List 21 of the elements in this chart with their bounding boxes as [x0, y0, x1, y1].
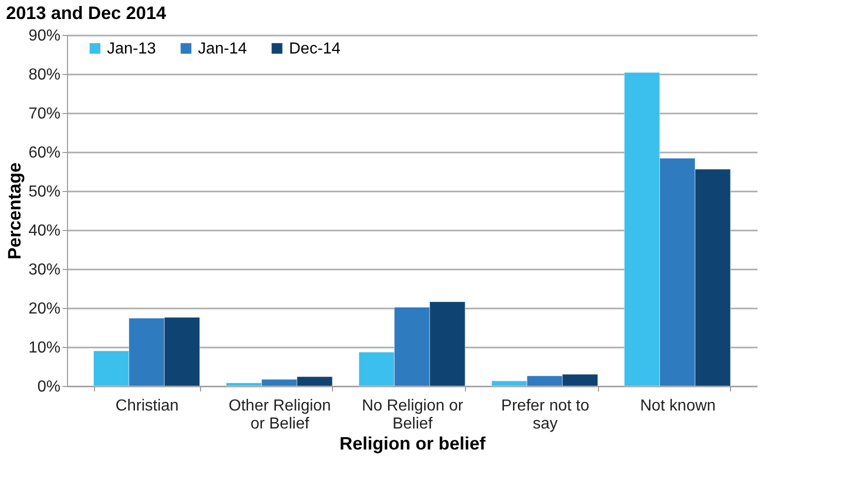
- y-tick-label: 70%: [28, 106, 60, 122]
- y-tick-label: 60%: [28, 144, 60, 162]
- y-tick-label: 80%: [28, 66, 60, 84]
- y-tick-label: 0%: [37, 378, 60, 396]
- legend-label: Dec-14: [289, 40, 341, 58]
- y-tick-label: 10%: [28, 340, 60, 356]
- y-axis-title: Percentage: [4, 162, 24, 260]
- x-tick-label: No Religion or Belief: [362, 398, 464, 432]
- legend-label: Jan-13: [107, 40, 156, 58]
- x-tick-label: Not known: [640, 398, 716, 414]
- x-tick-label: Other Religion or Belief: [228, 398, 331, 432]
- x-axis-title: Religion or belief: [339, 434, 487, 454]
- y-tick-label: 50%: [28, 184, 60, 200]
- y-tick-label: 40%: [28, 222, 60, 240]
- x-tick-label: Prefer not to say: [501, 398, 590, 432]
- chart-title: 2013 and Dec 2014: [6, 3, 166, 23]
- y-tick-label: 90%: [28, 28, 60, 44]
- y-tick-label: 30%: [28, 262, 60, 278]
- y-tick-label: 20%: [28, 300, 60, 318]
- x-tick-label: Christian: [116, 398, 179, 414]
- legend-label: Jan-14: [198, 40, 248, 58]
